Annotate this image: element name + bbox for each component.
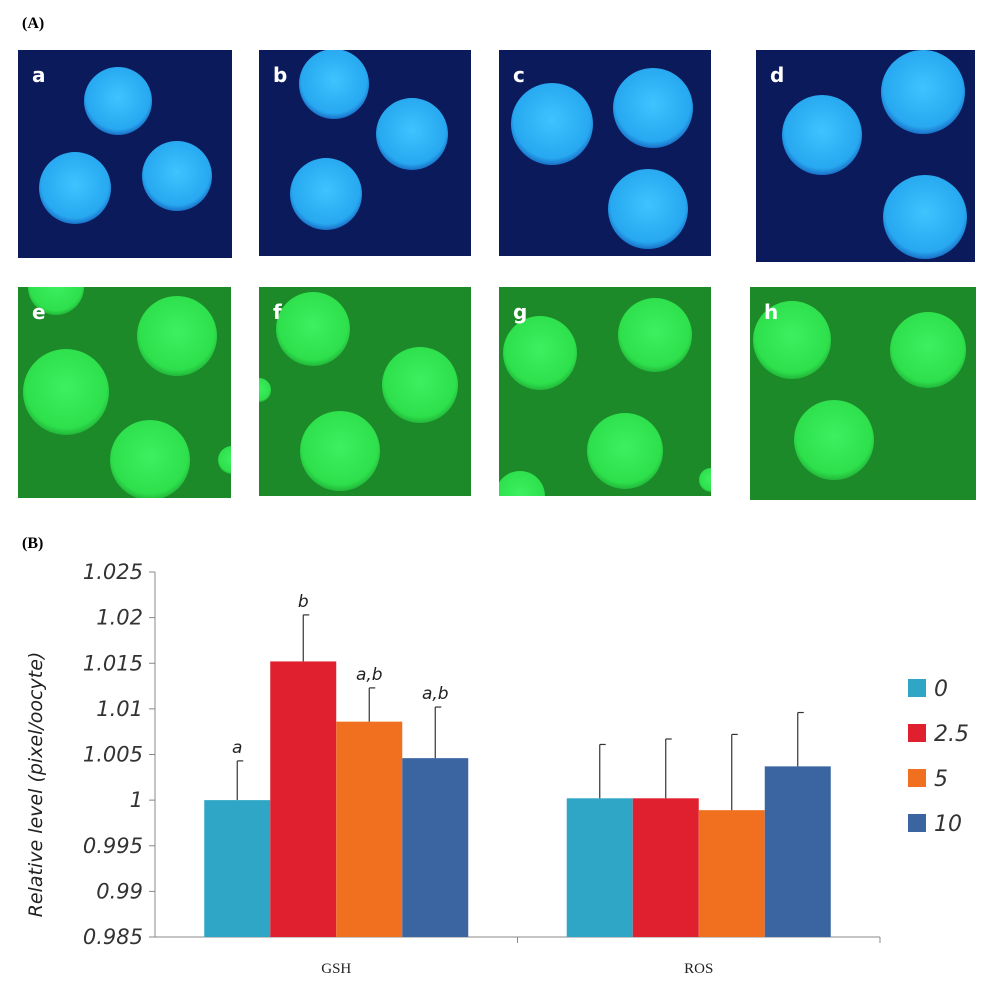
bar [402, 758, 469, 937]
x-tick-label: GSH [321, 961, 351, 977]
cells [511, 68, 693, 249]
cells [753, 301, 966, 480]
oocyte [382, 347, 458, 423]
significance-label: a [232, 738, 242, 758]
oocyte [618, 298, 692, 372]
panel-letter: b [273, 63, 287, 87]
oocyte [511, 83, 593, 165]
bar [270, 661, 337, 937]
oocyte [84, 67, 152, 135]
micrograph: a [18, 50, 232, 258]
bar [204, 800, 271, 937]
oocyte [376, 98, 448, 170]
legend-label: 10 [934, 812, 962, 837]
bar [698, 810, 765, 937]
micrograph: b [259, 50, 471, 256]
significance-label: a,b [356, 665, 383, 685]
bar [764, 766, 831, 937]
micrograph: h [750, 287, 976, 500]
cells [782, 50, 967, 259]
oocyte [28, 287, 84, 315]
oocyte [782, 95, 862, 175]
oocyte [290, 158, 362, 230]
y-tick-label: 1.015 [83, 651, 143, 675]
significance-label: a,b [422, 684, 449, 704]
oocyte [794, 400, 874, 480]
cells [23, 287, 231, 498]
panel-letter: d [770, 63, 784, 87]
y-axis-label: Relative level (pixel/oocyte) [25, 652, 47, 918]
oocyte [753, 301, 831, 379]
oocyte [499, 471, 545, 496]
micrograph: g [499, 287, 711, 496]
significance-label: b [298, 592, 309, 612]
oocyte [23, 349, 109, 435]
oocyte [299, 50, 369, 119]
oocyte [137, 296, 217, 376]
legend-label: 5 [934, 767, 948, 792]
bar [566, 798, 633, 937]
y-tick-label: 0.995 [83, 834, 143, 858]
oocyte [110, 420, 190, 498]
y-tick-label: 1.005 [83, 743, 143, 767]
oocyte [39, 152, 111, 224]
panel-letter: f [273, 300, 282, 324]
micrograph: f [259, 287, 471, 496]
cells [259, 292, 458, 491]
oocyte [613, 68, 693, 148]
panel-letter: a [32, 63, 46, 87]
panel-label: (B) [22, 535, 43, 552]
panel-letter: g [513, 300, 527, 324]
cells [499, 298, 711, 496]
micrograph: c [499, 50, 711, 256]
legend-label: 0 [934, 677, 948, 702]
oocyte [699, 468, 711, 492]
oocyte [503, 316, 577, 390]
panel-letter: h [764, 300, 778, 324]
panel-letter: e [32, 300, 46, 324]
oocyte [608, 169, 688, 249]
micrograph: e [18, 287, 231, 498]
oocyte [276, 292, 350, 366]
legend-swatch [908, 679, 926, 697]
y-tick-label: 1.01 [96, 697, 143, 721]
y-tick-label: 1 [130, 788, 143, 812]
legend-swatch [908, 769, 926, 787]
legend-swatch [908, 814, 926, 832]
oocyte [890, 312, 966, 388]
y-tick-label: 0.99 [96, 879, 143, 903]
micrograph: d [756, 50, 975, 262]
oocyte [142, 141, 212, 211]
y-tick-label: 1.025 [83, 560, 143, 584]
oocyte [218, 446, 231, 474]
oocyte [259, 378, 271, 402]
oocyte [883, 175, 967, 259]
y-tick-label: 0.985 [83, 925, 143, 949]
cells [290, 50, 448, 230]
bar [632, 798, 699, 937]
panel-letter: c [513, 63, 525, 87]
oocyte [587, 413, 663, 489]
oocyte [300, 411, 380, 491]
bar [336, 721, 403, 937]
x-tick-label: ROS [684, 961, 713, 977]
legend-label: 2.5 [934, 722, 969, 747]
panel-label: (A) [22, 15, 44, 32]
legend-swatch [908, 724, 926, 742]
y-tick-label: 1.02 [96, 606, 143, 630]
oocyte [881, 50, 965, 134]
cells [39, 67, 212, 224]
